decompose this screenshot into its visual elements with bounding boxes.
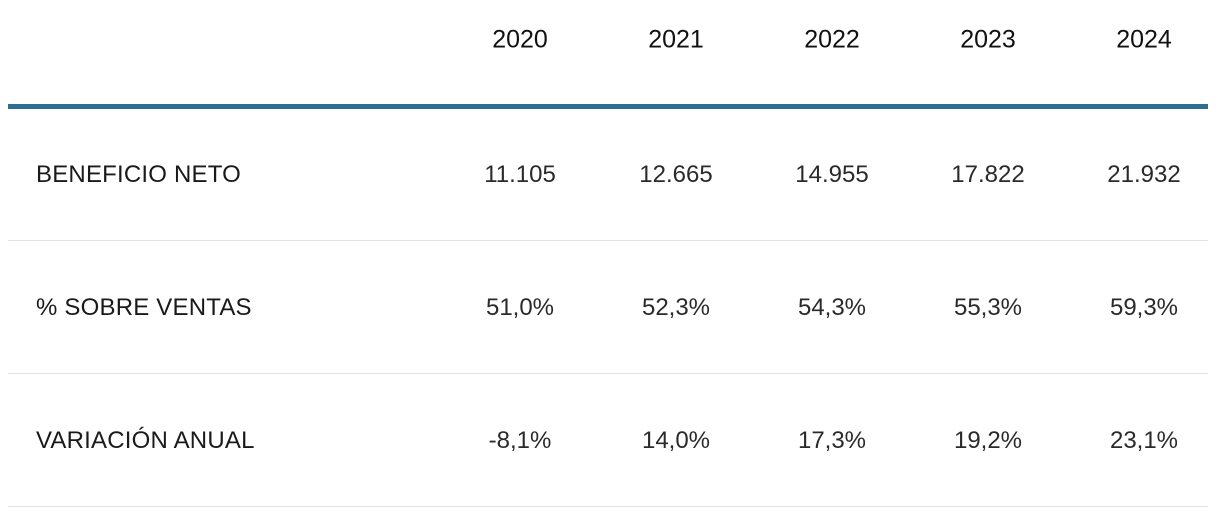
- column-header-2023: 2023: [960, 25, 1016, 54]
- table-row-beneficio-neto: BENEFICIO NETO 11.105 12.665 14.955 17.8…: [8, 109, 1208, 241]
- table-cell: 11.105: [484, 160, 556, 188]
- row-label: VARIACIÓN ANUAL: [36, 426, 255, 454]
- table-cell: 23,1%: [1109, 426, 1179, 454]
- table-row-variacion-anual: VARIACIÓN ANUAL -8,1% 14,0% 17,3% 19,2% …: [8, 375, 1208, 507]
- column-header-2024: 2024: [1116, 25, 1172, 54]
- table-cell: 21.932: [1107, 160, 1181, 188]
- table-cell: 14.955: [795, 160, 869, 188]
- column-header-2021: 2021: [648, 25, 704, 54]
- header-divider: [8, 104, 1208, 109]
- table-cell: 17.822: [951, 160, 1025, 188]
- row-label: BENEFICIO NETO: [36, 160, 242, 188]
- column-header-2022: 2022: [804, 25, 860, 54]
- table-cell: 51,0%: [485, 293, 555, 321]
- data-table: 2020 2021 2022 2023 2024 BENEFICIO NETO …: [8, 0, 1208, 507]
- table-cell: 14,0%: [641, 426, 711, 454]
- table-cell: -8,1%: [488, 426, 552, 454]
- table-cell: 19,2%: [953, 426, 1023, 454]
- column-header-2020: 2020: [492, 25, 548, 54]
- table-cell: 55,3%: [953, 293, 1023, 321]
- table-cell: 17,3%: [797, 426, 867, 454]
- table-cell: 52,3%: [641, 293, 711, 321]
- row-label: % SOBRE VENTAS: [36, 293, 252, 321]
- table-cell: 54,3%: [797, 293, 867, 321]
- table-row-sobre-ventas: % SOBRE VENTAS 51,0% 52,3% 54,3% 55,3% 5…: [8, 242, 1208, 374]
- table-cell: 59,3%: [1109, 293, 1179, 321]
- table-cell: 12.665: [639, 160, 713, 188]
- header-row: 2020 2021 2022 2023 2024: [8, 0, 1208, 104]
